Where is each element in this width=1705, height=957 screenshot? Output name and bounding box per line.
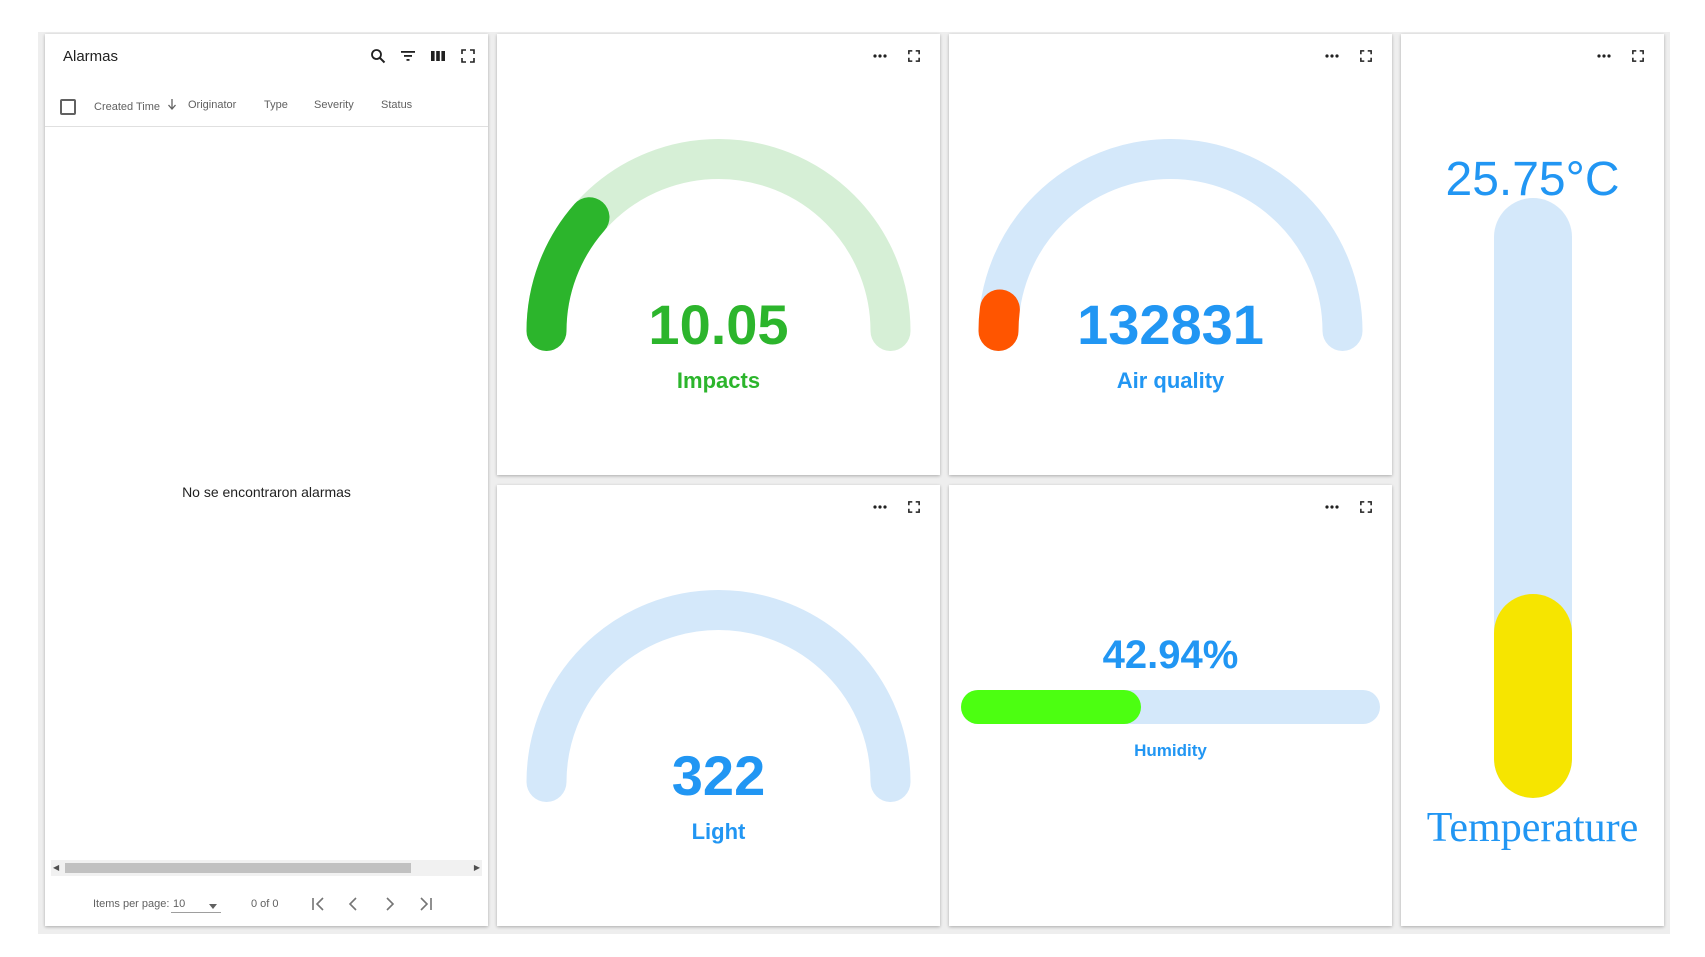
humidity-label: Humidity (1134, 741, 1207, 760)
humidity-bar-fill (961, 690, 1141, 724)
light-gauge-widget: 322 Light (497, 485, 940, 926)
more-icon[interactable] (1322, 497, 1342, 517)
alarms-table-header: Created Time Originator Type Severity St… (45, 86, 488, 127)
more-icon[interactable] (870, 46, 890, 66)
temperature-value: 25.75°C (1445, 153, 1620, 206)
filter-icon[interactable] (398, 46, 418, 66)
paginator: Items per page: 10 0 of 0 (45, 886, 488, 922)
page-range: 0 of 0 (251, 898, 279, 910)
air-quality-value: 132831 (1077, 293, 1264, 356)
alarms-title: Alarmas (63, 48, 119, 65)
alarms-widget: Alarmas Created Time Originator Type Sev… (45, 34, 488, 926)
scrollbar-thumb[interactable] (65, 863, 411, 873)
fullscreen-icon[interactable] (1356, 46, 1376, 66)
dropdown-caret-icon (209, 904, 217, 909)
fullscreen-icon[interactable] (1628, 46, 1648, 66)
items-per-page-value: 10 (173, 898, 186, 910)
items-per-page-select[interactable]: 10 (171, 892, 221, 913)
light-gauge (526, 590, 911, 802)
column-status[interactable]: Status (381, 99, 413, 111)
air-quality-gauge (978, 139, 1363, 351)
column-originator[interactable]: Originator (188, 99, 237, 111)
items-per-page-label: Items per page: (93, 898, 170, 910)
empty-message: No se encontraron alarmas (182, 484, 351, 500)
impacts-gauge-widget: 10.05 Impacts (497, 34, 940, 475)
gauge-track (526, 590, 911, 802)
more-icon[interactable] (1322, 46, 1342, 66)
temperature-fill (1494, 594, 1572, 798)
air-quality-gauge-widget: 132831 Air quality (949, 34, 1392, 475)
more-icon[interactable] (870, 497, 890, 517)
impacts-gauge (526, 139, 911, 351)
sort-down-icon (167, 99, 177, 113)
column-severity[interactable]: Severity (314, 99, 354, 111)
temperature-track (1494, 198, 1572, 798)
gauge-track (978, 139, 1363, 351)
select-all-checkbox[interactable] (60, 99, 76, 115)
fullscreen-icon[interactable] (904, 497, 924, 517)
light-label: Light (691, 819, 746, 844)
light-value: 322 (671, 744, 766, 807)
column-created-time[interactable]: Created Time (94, 99, 177, 113)
previous-page-icon[interactable] (341, 892, 365, 916)
last-page-icon[interactable] (413, 892, 437, 916)
humidity-bar-track (961, 690, 1380, 724)
impacts-value: 10.05 (648, 293, 789, 356)
next-page-icon[interactable] (378, 892, 402, 916)
humidity-value: 42.94% (1102, 633, 1239, 677)
columns-icon[interactable] (428, 46, 448, 66)
gauge-fill (978, 289, 1020, 351)
impacts-label: Impacts (676, 368, 761, 393)
column-type[interactable]: Type (264, 99, 288, 111)
fullscreen-icon[interactable] (1356, 497, 1376, 517)
gauge-fill (526, 197, 610, 351)
fullscreen-icon[interactable] (904, 46, 924, 66)
more-icon[interactable] (1594, 46, 1614, 66)
first-page-icon[interactable] (307, 892, 331, 916)
scroll-left-icon[interactable]: ◀ (53, 863, 60, 872)
temperature-label: Temperature (1426, 805, 1639, 851)
temperature-widget: 25.75°C Temperature (1401, 34, 1664, 926)
air-quality-label: Air quality (1116, 368, 1225, 393)
fullscreen-icon[interactable] (458, 46, 478, 66)
horizontal-scrollbar[interactable]: ◀ ▶ (51, 860, 482, 876)
scroll-right-icon[interactable]: ▶ (473, 863, 480, 872)
humidity-bar-widget: 42.94% Humidity (949, 485, 1392, 926)
search-icon[interactable] (368, 46, 388, 66)
